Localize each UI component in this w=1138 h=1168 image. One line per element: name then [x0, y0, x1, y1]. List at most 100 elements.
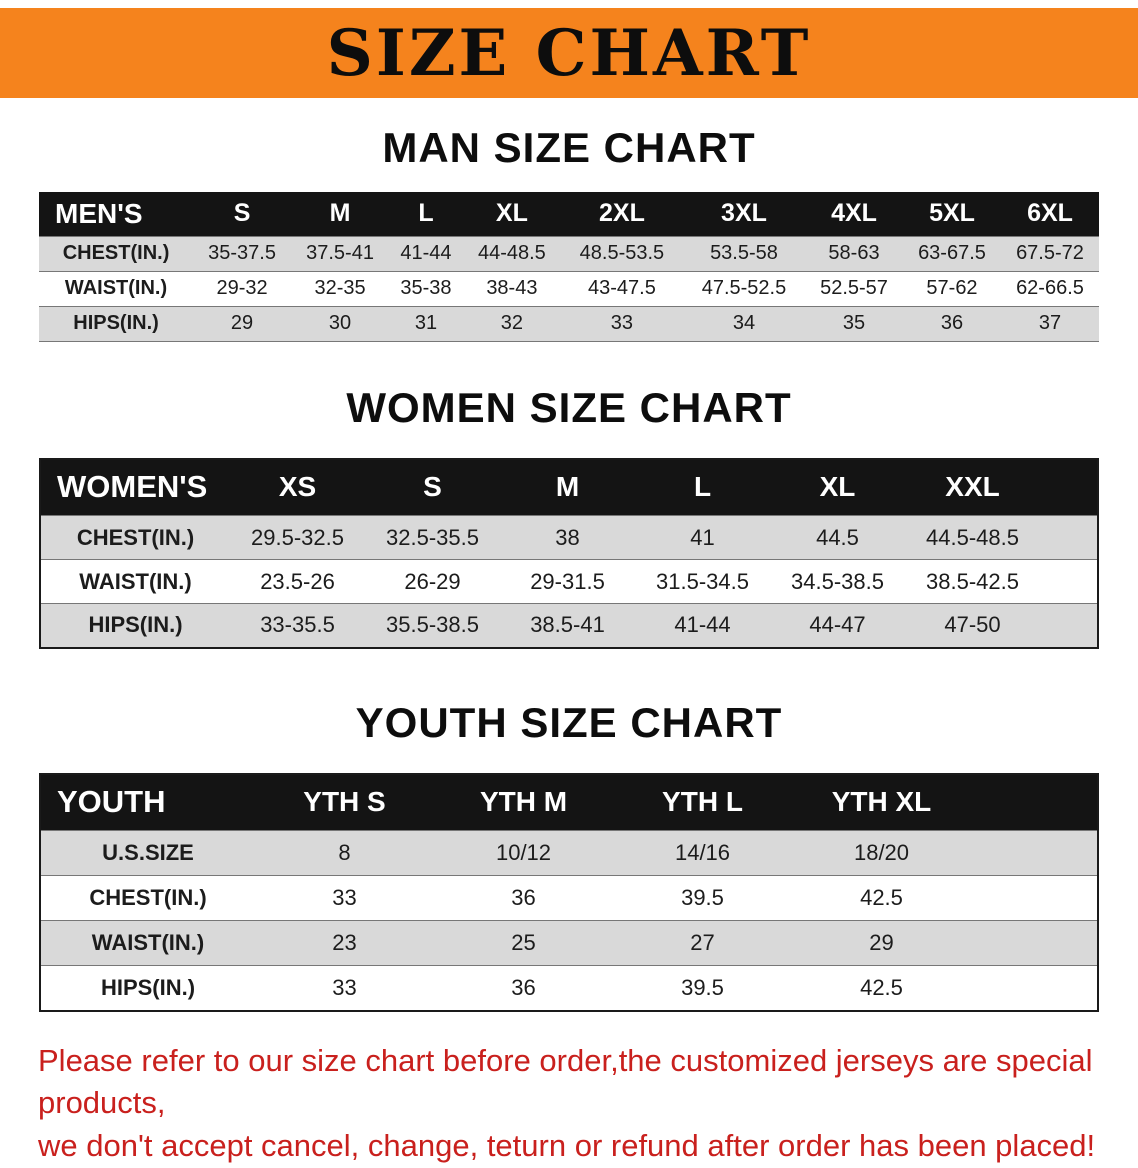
spacer-cell: [971, 876, 1098, 921]
size-value-cell: 29.5-32.5: [251, 524, 344, 550]
size-column-header: YTH XL: [831, 786, 932, 818]
size-value-cell: 29-31.5: [530, 568, 605, 594]
row-label: CHEST(IN.): [76, 524, 195, 550]
size-value-cell: 48.5-53.5: [579, 242, 665, 264]
size-column-header: XXL: [945, 471, 1000, 503]
row-label: WAIST(IN.): [79, 568, 192, 594]
spacer-cell: [1040, 516, 1098, 560]
size-column-header: M: [329, 199, 351, 228]
size-value-cell: 30: [328, 312, 352, 334]
size-value-cell: 26-29: [404, 568, 461, 594]
size-value-cell: 27: [690, 930, 715, 955]
size-value-cell: 38: [555, 524, 580, 550]
size-column-header: L: [418, 199, 434, 228]
banner-title: SIZE CHART: [326, 15, 812, 91]
size-value-cell: 35-37.5: [208, 242, 276, 264]
size-value-cell: 52.5-57: [820, 277, 888, 299]
size-value-cell: 10/12: [495, 840, 552, 865]
size-value-cell: 35: [842, 312, 866, 334]
men-hips-row: HIPS(IN.) 29 30 31 32 33 34 35 36 37: [39, 306, 1099, 341]
size-value-cell: 29-32: [216, 277, 268, 299]
youth-table-header-row: YOUTH YTH S YTH M YTH L YTH XL: [40, 773, 1098, 831]
size-value-cell: 33: [332, 885, 357, 910]
row-label: HIPS(IN.): [88, 612, 183, 638]
size-column-header: XS: [278, 471, 317, 503]
spacer-cell: [1040, 459, 1098, 516]
size-column-header: YTH L: [662, 786, 743, 818]
size-value-cell: 63-67.5: [918, 242, 986, 264]
size-value-cell: 35.5-38.5: [386, 612, 479, 638]
row-label: U.S.SIZE: [102, 840, 194, 865]
size-value-cell: 23: [332, 930, 357, 955]
size-column-header: 4XL: [831, 199, 877, 228]
size-value-cell: 34.5-38.5: [791, 568, 884, 594]
size-value-cell: 35-38: [400, 277, 452, 299]
women-hips-row: HIPS(IN.) 33-35.5 35.5-38.5 38.5-41 41-4…: [40, 603, 1098, 648]
men-table-header-row: MEN'S S M L XL 2XL 3XL 4XL 5XL 6XL: [39, 192, 1099, 236]
size-value-cell: 33: [610, 312, 634, 334]
size-note-line-1: Please refer to our size chart before or…: [38, 1042, 1093, 1121]
youth-us-size-row: U.S.SIZE 8 10/12 14/16 18/20: [40, 830, 1098, 876]
men-size-table: MEN'S S M L XL 2XL 3XL 4XL 5XL 6XL CHEST…: [39, 192, 1099, 342]
size-column-header: 6XL: [1027, 199, 1073, 228]
size-value-cell: 38.5-42.5: [926, 568, 1019, 594]
size-column-header: 2XL: [598, 199, 645, 228]
youth-size-chart-title: YOUTH SIZE CHART: [355, 698, 783, 746]
size-value-cell: 38-43: [486, 277, 538, 299]
size-value-cell: 33-35.5: [260, 612, 335, 638]
spacer-cell: [971, 831, 1098, 876]
size-value-cell: 32.5-35.5: [386, 524, 479, 550]
youth-chest-row: CHEST(IN.) 33 36 39.5 42.5: [40, 875, 1098, 921]
size-value-cell: 41: [690, 524, 715, 550]
size-value-cell: 42.5: [860, 885, 903, 910]
size-value-cell: 8: [338, 840, 351, 865]
size-value-cell: 37: [1038, 312, 1062, 334]
spacer-cell: [971, 774, 1098, 831]
size-value-cell: 33: [332, 974, 357, 1000]
men-waist-row: WAIST(IN.) 29-32 32-35 35-38 38-43 43-47…: [39, 271, 1099, 306]
size-value-cell: 43-47.5: [588, 277, 656, 299]
man-size-chart-title: MAN SIZE CHART: [382, 124, 756, 171]
spacer-cell: [971, 921, 1098, 966]
size-value-cell: 58-63: [828, 242, 880, 264]
spacer-cell: [1040, 604, 1098, 648]
size-column-header: YTH M: [479, 786, 568, 818]
size-column-header: S: [233, 199, 251, 228]
row-label: WAIST(IN.): [91, 930, 205, 955]
youth-header-label: YOUTH: [57, 784, 166, 820]
row-label: CHEST(IN.): [89, 885, 207, 910]
women-table-header-row: WOMEN'S XS S M L XL XXL: [40, 458, 1098, 516]
size-value-cell: 36: [511, 974, 536, 1000]
size-column-header: 5XL: [929, 199, 975, 228]
size-value-cell: 34: [732, 312, 756, 334]
size-column-header: S: [423, 471, 442, 503]
size-value-cell: 44-47: [809, 612, 866, 638]
size-chart-banner: SIZE CHART: [0, 8, 1138, 98]
size-column-header: L: [693, 471, 712, 503]
size-column-header: M: [555, 471, 580, 503]
size-value-cell: 39.5: [681, 885, 724, 910]
size-value-cell: 32-35: [314, 277, 366, 299]
size-value-cell: 41-44: [674, 612, 731, 638]
size-value-cell: 14/16: [674, 840, 731, 865]
size-value-cell: 44.5: [816, 524, 859, 550]
size-column-header: YTH S: [303, 786, 386, 818]
size-column-header: XL: [495, 199, 528, 228]
women-size-table: WOMEN'S XS S M L XL XXL CHEST(IN.) 29.5-…: [39, 457, 1099, 649]
youth-hips-row: HIPS(IN.) 33 36 39.5 42.5: [40, 965, 1098, 1011]
youth-waist-row: WAIST(IN.) 23 25 27 29: [40, 920, 1098, 966]
size-value-cell: 32: [500, 312, 524, 334]
size-value-cell: 41-44: [400, 242, 452, 264]
women-header-label: WOMEN'S: [57, 469, 208, 505]
spacer-cell: [1040, 560, 1098, 604]
size-value-cell: 36: [511, 885, 536, 910]
size-value-cell: 29: [230, 312, 254, 334]
size-column-header: XL: [819, 471, 856, 503]
size-value-cell: 31.5-34.5: [656, 568, 749, 594]
men-chest-row: CHEST(IN.) 35-37.5 37.5-41 41-44 44-48.5…: [39, 236, 1099, 271]
size-value-cell: 29: [869, 930, 894, 955]
spacer-cell: [971, 966, 1098, 1011]
size-value-cell: 42.5: [860, 974, 903, 1000]
size-note-line-2: we don't accept cancel, change, teturn o…: [38, 1128, 1096, 1164]
size-value-cell: 23.5-26: [260, 568, 335, 594]
